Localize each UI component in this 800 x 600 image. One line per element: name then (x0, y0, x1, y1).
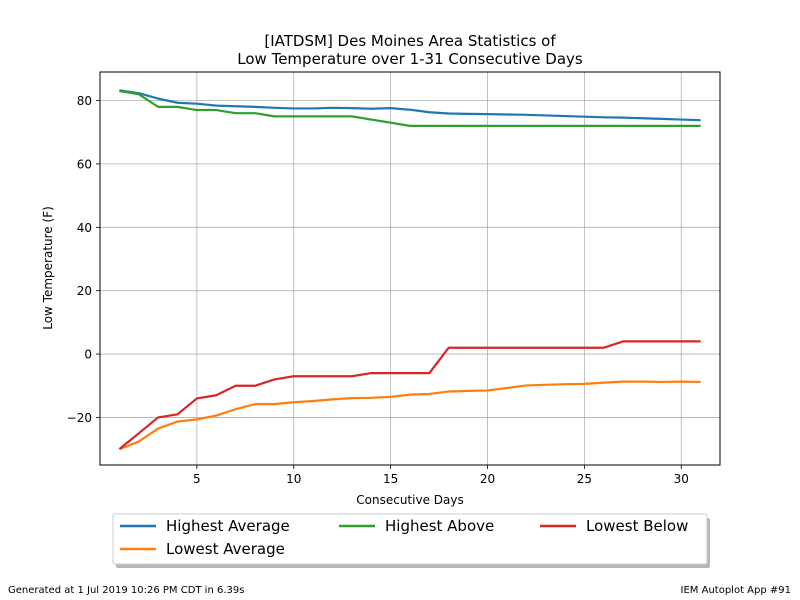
y-tick-label: −20 (67, 411, 92, 425)
series-line-highest-average (119, 89, 701, 122)
y-axis-label: Low Temperature (F) (41, 206, 55, 330)
y-tick-label: 80 (77, 94, 92, 108)
series-line-lowest-below (118, 340, 701, 451)
x-tick-label: 5 (193, 472, 201, 486)
y-tick-label: 40 (77, 221, 92, 235)
legend: Highest Average Highest Above Lowest Below… (112, 513, 710, 568)
footer-app-text: IEM Autoplot App #91 (680, 585, 791, 596)
chart-title-line: Low Temperature over 1-31 Consecutive Da… (237, 50, 583, 68)
x-tick-label: 10 (286, 472, 301, 486)
y-tick-label: 60 (77, 157, 92, 171)
series-line-highest-above (119, 89, 701, 127)
x-tick-label: 15 (383, 472, 398, 486)
legend-label: Lowest Average (166, 540, 285, 558)
x-tick-label: 30 (674, 472, 689, 486)
x-axis-label: Consecutive Days (356, 493, 463, 507)
legend-label: Highest Above (385, 517, 494, 535)
plot-frame (99, 71, 721, 466)
y-tick-label: 0 (84, 348, 92, 362)
x-tick-label: 20 (480, 472, 495, 486)
legend-label: Highest Average (166, 517, 290, 535)
footer-generated-text: Generated at 1 Jul 2019 10:26 PM CDT in … (8, 585, 245, 596)
y-tick-label: 20 (77, 284, 92, 298)
legend-label: Lowest Below (586, 517, 688, 535)
series-line-lowest-average (118, 380, 701, 451)
x-tick-label: 25 (577, 472, 592, 486)
chart-title-line: [IATDSM] Des Moines Area Statistics of (264, 32, 556, 50)
